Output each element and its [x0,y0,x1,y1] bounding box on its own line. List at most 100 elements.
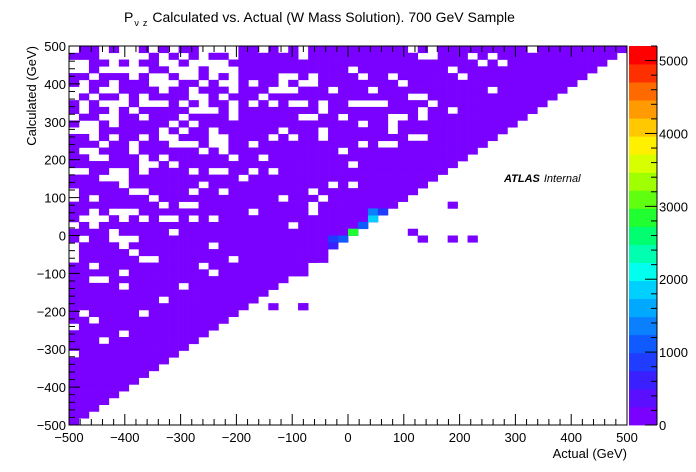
heatmap-cell [397,46,409,54]
colorbar-segment [629,82,657,101]
colorbar-tick-label: 5000 [659,54,688,69]
heatmap-cell [467,79,478,87]
heatmap-cell [318,174,329,182]
heatmap-cell [158,181,169,189]
heatmap-cell [108,350,120,358]
heatmap-cell [208,188,219,196]
heatmap-cell [98,181,110,189]
heatmap-cell [98,282,110,290]
heatmap-cell [88,106,100,114]
heatmap-cell [108,269,120,277]
heatmap-cell [238,113,249,121]
title-text: Calculated vs. Actual (W Mass Solution).… [152,9,515,25]
heatmap-cell [387,106,399,114]
heatmap-cell [228,181,239,189]
heatmap-cell [78,316,90,324]
heatmap-cell [248,276,259,284]
heatmap-cell [258,194,269,202]
heatmap-cell [88,309,100,318]
heatmap-cell [138,120,150,128]
heatmap-cell [128,120,140,128]
heatmap-cell [258,59,269,67]
heatmap-cell [308,167,319,175]
heatmap-cell [258,120,269,128]
heatmap-cell [188,323,199,331]
heatmap-cell [128,100,140,108]
plot-axes: −500 −400 −300 −200 −100 0 100 200 300 400 500 −500… [37,39,638,445]
heatmap-cell [308,93,319,101]
heatmap-cell [148,242,159,250]
heatmap-cell [328,147,339,155]
heatmap-cell [298,174,309,182]
heatmap-cell [78,391,90,399]
heatmap-cell [158,255,169,263]
heatmap-cell [248,255,259,263]
heatmap-cell [377,59,389,67]
heatmap-cell [128,79,140,87]
heatmap-cell [377,181,389,189]
heatmap-cell [178,46,189,54]
heatmap-cell [88,242,100,250]
heatmap-cell [447,59,458,67]
heatmap-cell [288,66,299,74]
heatmap-cell [507,79,518,87]
heatmap-cell [258,100,269,108]
heatmap-cell [188,127,199,135]
heatmap-cell [417,140,429,148]
x-tick-label: −300 [166,430,195,445]
heatmap-cell [228,194,239,202]
heatmap-cell [148,52,159,60]
colorbar-segment [629,298,657,318]
y-tick-label: 100 [44,191,66,206]
heatmap-cell [148,208,159,216]
heatmap-cell [338,120,349,128]
chart-title: Pν z Calculated vs. Actual (W Mass Solutio… [124,9,515,28]
heatmap-cell [427,66,438,74]
heatmap-cell [278,66,289,74]
heatmap-cell [148,316,159,324]
heatmap-cell [138,337,150,345]
heatmap-cell [108,303,120,311]
x-tick-label: 0 [344,430,351,445]
heatmap-cell [477,133,488,142]
heatmap-cell [487,106,498,114]
heatmap-cell [298,73,309,81]
heatmap-cell [168,289,179,297]
heatmap-cell [198,208,209,216]
heatmap-cell [118,140,130,148]
heatmap-cell [587,59,598,67]
heatmap-cell [78,194,90,202]
heatmap-cell [328,66,339,74]
heatmap-cell [138,228,150,236]
heatmap-cell [328,188,339,196]
heatmap-cell [367,73,379,81]
heatmap-cell [158,249,169,257]
heatmap-cell [328,194,339,202]
heatmap-cell [118,343,130,351]
heatmap-cell [348,174,359,182]
heatmap-cell [497,120,508,128]
heatmap-cell [208,154,219,162]
heatmap-cell [158,282,169,290]
heatmap-cell [228,161,239,169]
heatmap-cell [158,188,169,196]
heatmap-cell [108,391,120,399]
heatmap-cell [168,262,179,270]
heatmap-cell [288,161,299,169]
heatmap-cell [128,269,140,277]
heatmap-cell [188,52,199,60]
heatmap-cell [138,208,150,216]
heatmap-cell [178,154,189,162]
heatmap-cell [158,161,169,169]
heatmap-cell [168,167,179,175]
heatmap-cell [128,161,140,169]
heatmap-cell [407,113,419,121]
heatmap-cell [417,127,429,135]
heatmap-cell [158,140,169,148]
heatmap-cell [78,52,90,60]
heatmap-cell [148,66,159,74]
heatmap-cell [338,228,349,236]
heatmap-cell [258,188,269,196]
heatmap-cell [427,59,438,67]
heatmap-cell [238,276,249,284]
